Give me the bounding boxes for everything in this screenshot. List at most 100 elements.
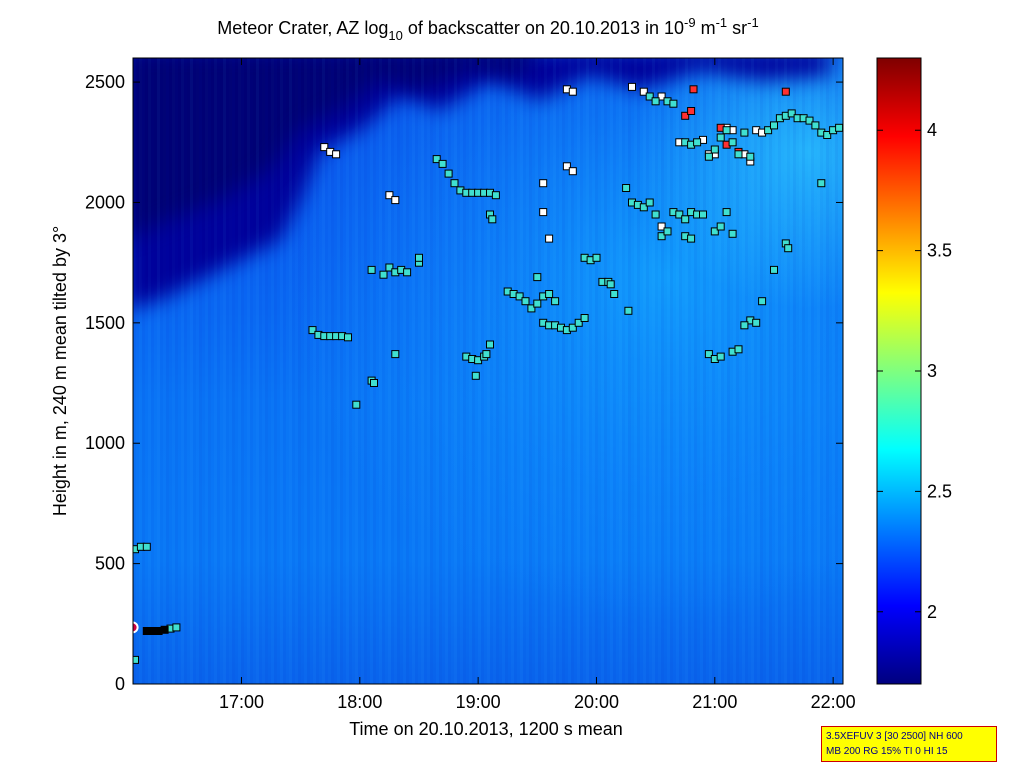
data-marker	[657, 222, 666, 231]
heatmap-stripe	[322, 58, 325, 684]
colorbar-ticks: 2 2.5 3 3.5 4	[877, 120, 952, 622]
heatmap-stripe	[679, 58, 682, 684]
heatmap-stripe	[301, 58, 304, 684]
heatmap-stripe	[736, 58, 739, 684]
data-marker	[133, 655, 139, 664]
data-marker	[628, 82, 636, 91]
data-marker	[320, 143, 329, 152]
heatmap-stripe	[472, 58, 475, 684]
heatmap-stripe	[304, 58, 307, 684]
heatmap-stripe	[457, 58, 460, 684]
data-marker	[758, 297, 767, 306]
heatmap-stripe	[574, 58, 577, 684]
colorbar-fill	[876, 57, 922, 685]
data-marker	[415, 253, 423, 262]
heatmap-stripe	[283, 58, 286, 684]
heatmap-stripe	[199, 58, 202, 684]
heatmap-stripe	[298, 58, 301, 684]
heatmap-stripe	[676, 58, 679, 684]
heatmap-stripe	[742, 58, 745, 684]
heatmap-stripe	[484, 58, 487, 684]
heatmap-stripe	[250, 58, 253, 684]
data-marker	[716, 222, 725, 231]
heatmap-stripe	[652, 58, 655, 684]
heatmap-stripe	[775, 58, 778, 684]
heatmap-stripe	[700, 58, 703, 684]
x-tick-label: 18:00	[337, 692, 382, 712]
data-marker	[545, 234, 554, 243]
heatmap-stripe	[637, 58, 640, 684]
data-marker	[645, 92, 654, 101]
heatmap-stripe	[205, 58, 208, 684]
heatmap-stripe	[316, 58, 319, 684]
heatmap-stripe	[661, 58, 664, 684]
colorbar: 2 2.5 3 3.5 4	[876, 57, 952, 685]
heatmap-stripe	[493, 58, 496, 684]
data-marker	[344, 333, 352, 342]
data-marker	[823, 131, 832, 139]
heatmap-stripe	[424, 58, 427, 684]
data-marker	[681, 215, 690, 224]
heatmap-stripe	[187, 58, 190, 684]
data-marker	[687, 234, 696, 243]
data-marker	[622, 184, 631, 192]
data-marker	[734, 150, 743, 159]
heatmap-stripe	[721, 58, 724, 684]
heatmap-stripe	[196, 58, 199, 684]
heatmap-stripe	[181, 58, 184, 684]
heatmap-stripe	[220, 58, 223, 684]
data-marker	[574, 318, 583, 327]
data-marker	[710, 227, 719, 236]
data-marker	[740, 128, 749, 137]
heatmap-stripe	[835, 58, 838, 684]
heatmap-stripe	[313, 58, 316, 684]
heatmap-stripe	[133, 58, 136, 684]
heatmap-stripe	[280, 58, 283, 684]
y-tick-label: 2000	[85, 192, 125, 212]
heatmap-stripe	[523, 58, 526, 684]
y-axis: 0 500 1000 1500 2000 2500	[85, 72, 843, 694]
heatmap-stripe	[454, 58, 457, 684]
heatmap-stripe	[520, 58, 523, 684]
heatmap-stripe	[166, 58, 169, 684]
data-marker	[811, 121, 820, 130]
heatmap-stripe	[658, 58, 661, 684]
data-marker	[367, 265, 376, 274]
heatmap-stripe	[589, 58, 592, 684]
heatmap-stripe	[223, 58, 226, 684]
heatmap-stripe	[475, 58, 478, 684]
heatmap-stripe	[217, 58, 220, 684]
heatmap-stripe	[649, 58, 652, 684]
heatmap-stripe	[229, 58, 232, 684]
heatmap-stripes	[133, 58, 843, 684]
heatmap-stripe	[697, 58, 700, 684]
heatmap-stripe	[382, 58, 385, 684]
data-marker	[142, 542, 151, 551]
heatmap-stripe	[682, 58, 685, 684]
heatmap-stripe	[601, 58, 604, 684]
heatmap-stripe	[634, 58, 637, 684]
heatmap-stripe	[580, 58, 583, 684]
data-marker	[681, 111, 690, 120]
heatmap-stripe	[553, 58, 556, 684]
heatmap-stripe	[175, 58, 178, 684]
heatmap-stripe	[349, 58, 352, 684]
data-marker	[817, 179, 826, 188]
data-marker	[391, 350, 400, 359]
data-marker	[728, 229, 737, 238]
heatmap-stripe	[247, 58, 250, 684]
circle-marker	[133, 621, 139, 634]
data-marker	[835, 123, 843, 132]
heatmap-stripe	[535, 58, 538, 684]
heatmap-stripe	[808, 58, 811, 684]
heatmap-stripe	[772, 58, 775, 684]
heatmap-stripe	[499, 58, 502, 684]
heatmap-stripe	[406, 58, 409, 684]
data-marker	[172, 623, 181, 632]
heatmap-stripe	[169, 58, 172, 684]
heatmap-stripe	[442, 58, 445, 684]
y-tick-label: 2500	[85, 72, 125, 92]
heatmap-stripe	[463, 58, 466, 684]
data-marker	[568, 87, 577, 96]
